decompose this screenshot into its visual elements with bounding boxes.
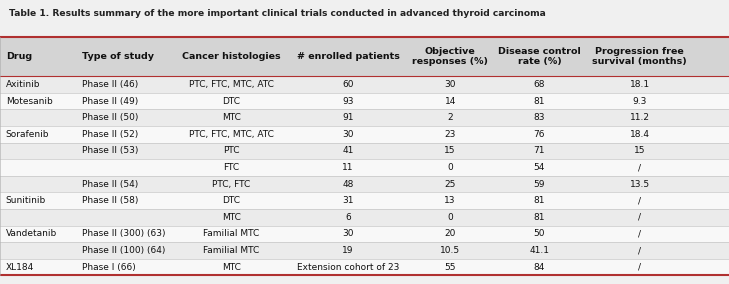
Text: PTC, FTC, MTC, ATC: PTC, FTC, MTC, ATC [189,130,274,139]
Text: Phase II (46): Phase II (46) [82,80,139,89]
Text: Phase II (52): Phase II (52) [82,130,139,139]
Text: 48: 48 [343,180,354,189]
Text: 23: 23 [445,130,456,139]
Text: 71: 71 [534,147,545,155]
Text: 93: 93 [343,97,354,106]
Text: 13.5: 13.5 [630,180,650,189]
Text: 83: 83 [534,113,545,122]
Text: MTC: MTC [222,213,241,222]
Bar [0,259,729,275]
Text: 30: 30 [445,80,456,89]
Text: 18.1: 18.1 [630,80,650,89]
Text: 6: 6 [346,213,351,222]
Bar [0,109,729,126]
Text: 41: 41 [343,147,354,155]
Text: 50: 50 [534,229,545,239]
Text: 13: 13 [445,196,456,205]
Text: DTC: DTC [222,97,241,106]
Text: 14: 14 [445,97,456,106]
Text: PTC, FTC: PTC, FTC [212,180,251,189]
Text: 0: 0 [448,213,453,222]
Bar [0,193,729,209]
Bar [0,37,729,76]
Bar [0,126,729,143]
Text: MTC: MTC [222,113,241,122]
Text: PTC: PTC [223,147,240,155]
Bar [0,209,729,226]
Text: Familial MTC: Familial MTC [203,229,260,239]
Text: 55: 55 [445,263,456,272]
Text: 81: 81 [534,97,545,106]
Text: 31: 31 [343,196,354,205]
Text: Axitinib: Axitinib [6,80,40,89]
Text: 91: 91 [343,113,354,122]
Text: Cancer histologies: Cancer histologies [182,52,281,61]
Text: Drug: Drug [6,52,32,61]
Bar [0,76,729,93]
Bar [0,159,729,176]
Text: 20: 20 [445,229,456,239]
Text: Phase II (54): Phase II (54) [82,180,139,189]
Text: Phase II (100) (64): Phase II (100) (64) [82,246,165,255]
Text: # enrolled patients: # enrolled patients [297,52,399,61]
Text: 0: 0 [448,163,453,172]
Bar [0,226,729,242]
Text: Motesanib: Motesanib [6,97,52,106]
Bar [0,143,729,159]
Text: 68: 68 [534,80,545,89]
Text: 19: 19 [343,246,354,255]
Text: 76: 76 [534,130,545,139]
Text: Sunitinib: Sunitinib [6,196,46,205]
Text: 41.1: 41.1 [529,246,550,255]
Text: Phase II (58): Phase II (58) [82,196,139,205]
Text: Progression free
survival (months): Progression free survival (months) [593,47,687,66]
Text: Table 1. Results summary of the more important clinical trials conducted in adva: Table 1. Results summary of the more imp… [9,9,545,18]
Text: 30: 30 [343,229,354,239]
Bar [0,176,729,193]
Text: Phase I (66): Phase I (66) [82,263,136,272]
Text: MTC: MTC [222,263,241,272]
Text: Phase II (53): Phase II (53) [82,147,139,155]
Text: Disease control
rate (%): Disease control rate (%) [498,47,581,66]
Text: /: / [638,213,642,222]
Text: Type of study: Type of study [82,52,155,61]
Text: 9.3: 9.3 [633,97,647,106]
Text: /: / [638,163,642,172]
Text: /: / [638,263,642,272]
Text: 11.2: 11.2 [630,113,650,122]
Text: Objective
responses (%): Objective responses (%) [412,47,488,66]
Text: 60: 60 [343,80,354,89]
Text: 30: 30 [343,130,354,139]
Text: DTC: DTC [222,196,241,205]
Text: 10.5: 10.5 [440,246,460,255]
Text: 54: 54 [534,163,545,172]
Text: /: / [638,246,642,255]
Text: 25: 25 [445,180,456,189]
Text: 81: 81 [534,196,545,205]
Text: /: / [638,196,642,205]
Bar [0,242,729,259]
Text: FTC: FTC [223,163,240,172]
Text: Extension cohort of 23: Extension cohort of 23 [297,263,399,272]
Text: 81: 81 [534,213,545,222]
Text: PTC, FTC, MTC, ATC: PTC, FTC, MTC, ATC [189,80,274,89]
Text: Phase II (49): Phase II (49) [82,97,139,106]
Text: 15: 15 [634,147,645,155]
Text: 11: 11 [343,163,354,172]
Text: XL184: XL184 [6,263,34,272]
Text: /: / [638,229,642,239]
Text: Vandetanib: Vandetanib [6,229,57,239]
Text: 15: 15 [445,147,456,155]
Bar [0,93,729,109]
Text: Familial MTC: Familial MTC [203,246,260,255]
Text: Phase II (300) (63): Phase II (300) (63) [82,229,166,239]
Text: 18.4: 18.4 [630,130,650,139]
Text: 59: 59 [534,180,545,189]
Text: Sorafenib: Sorafenib [6,130,50,139]
Text: 2: 2 [448,113,453,122]
Text: Phase II (50): Phase II (50) [82,113,139,122]
Text: 84: 84 [534,263,545,272]
